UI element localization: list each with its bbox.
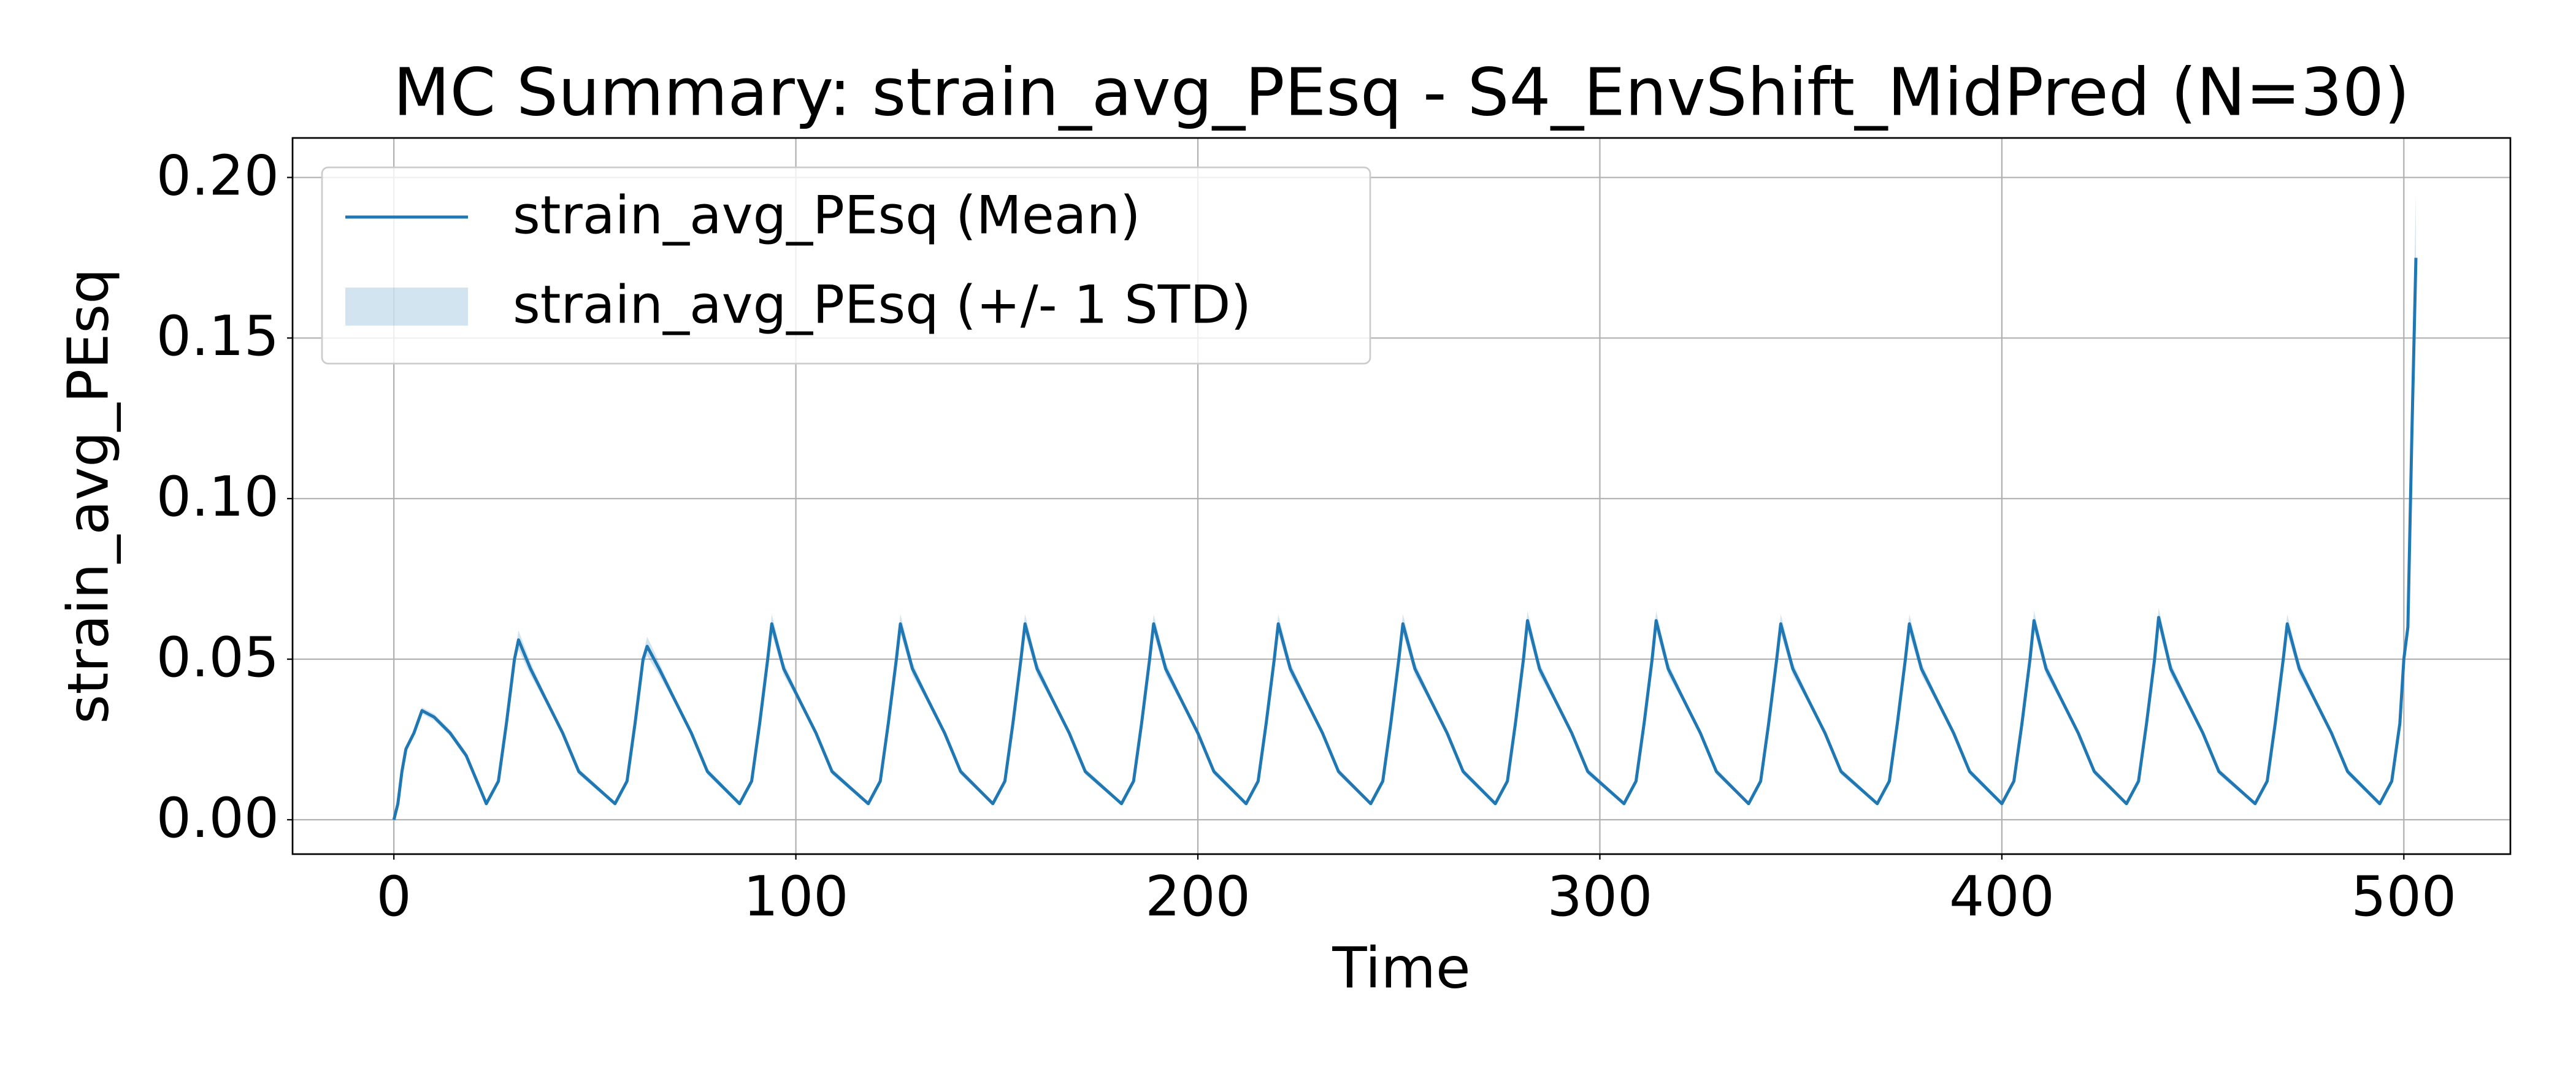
mean-line [392,258,2418,820]
y-tick-label: 0.05 [156,625,279,690]
x-tick-label: 200 [1145,865,1251,929]
x-tick-label: 300 [1547,865,1653,929]
x-tick-label: 500 [2351,865,2456,929]
legend-patch [345,288,468,326]
y-tick-label: 0.15 [156,304,279,368]
legend-label: strain_avg_PEsq (Mean) [513,185,1141,246]
x-tick-label: 0 [377,865,412,929]
legend-label: strain_avg_PEsq (+/- 1 STD) [513,274,1251,335]
plot-frame [291,137,2512,855]
chart-title: MC Summary: strain_avg_PEsq - S4_EnvShif… [393,55,2410,131]
x-tick-label: 400 [1949,865,2055,929]
legend: strain_avg_PEsq (Mean) strain_avg_PEsq (+… [321,166,1371,365]
y-tick-label: 0.20 [156,143,279,208]
legend-box [321,166,1371,365]
y-axis-label: strain_avg_PEsq [55,268,121,724]
x-axis-label: Time [1332,935,1470,1001]
y-tick-label: 0.10 [156,465,279,529]
x-tick-label: 100 [743,865,849,929]
y-tick-label: 0.00 [156,786,279,850]
